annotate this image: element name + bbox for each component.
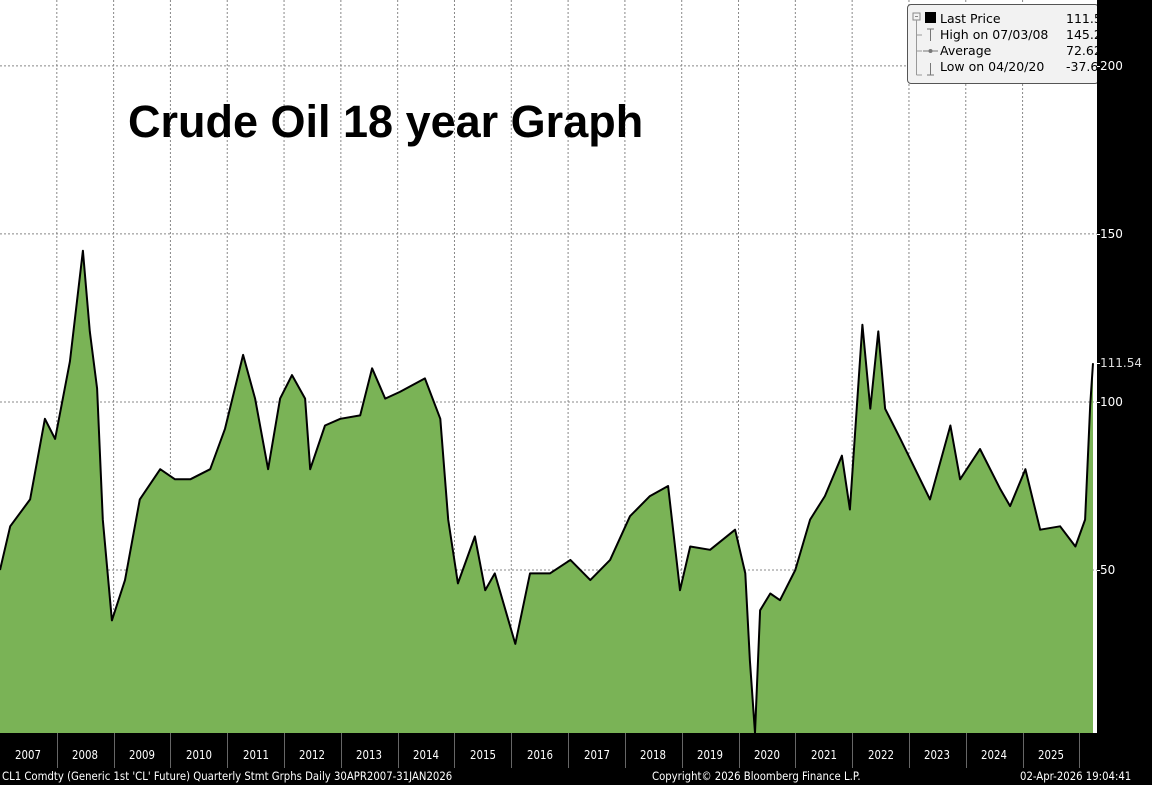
chart-title: Crude Oil 18 year Graph <box>128 96 644 147</box>
x-tick-label: 2007 <box>15 748 42 762</box>
y-tick-label: 50 <box>1096 562 1116 577</box>
x-tick-separator <box>284 733 286 768</box>
x-tick-separator <box>1022 733 1024 768</box>
x-tick-label: 2023 <box>924 748 951 762</box>
x-tick-label: 2008 <box>72 748 99 762</box>
x-tick-label: 2011 <box>242 748 269 762</box>
x-tick-separator <box>624 733 626 768</box>
legend: Last Price 111.54 High on 07/03/08 145.2… <box>907 4 1110 84</box>
x-tick-separator <box>170 733 172 768</box>
legend-label: High on 07/03/08 <box>940 27 1049 42</box>
x-tick-separator <box>454 733 456 768</box>
price-area <box>0 250 1093 733</box>
x-tick-separator <box>908 733 910 768</box>
y-tick-label: 150 <box>1097 226 1123 241</box>
legend-label: Average <box>940 43 992 58</box>
legend-tree-icon <box>912 12 938 76</box>
x-tick-separator <box>568 733 570 768</box>
x-tick-label: 2017 <box>583 748 610 762</box>
x-tick-separator <box>511 733 513 768</box>
footer-timestamp: 02-Apr-2026 19:04:41 <box>1020 769 1132 783</box>
x-tick-separator <box>681 733 683 768</box>
legend-entry-last-price: Last Price 111.54 <box>940 11 1110 27</box>
footer: CL1 Comdty (Generic 1st 'CL' Future) Qua… <box>0 768 1152 785</box>
legend-entry-average: Average 72.62 <box>940 43 1102 59</box>
x-tick-label: 2022 <box>867 748 894 762</box>
x-tick-label: 2014 <box>413 748 440 762</box>
black-square-icon <box>925 12 936 23</box>
y-tick-label: 200 <box>1097 58 1123 73</box>
x-tick-separator <box>1079 733 1081 768</box>
x-tick-label: 2019 <box>697 748 724 762</box>
legend-entry-high: High on 07/03/08 145.29 <box>940 27 1110 43</box>
x-tick-label: 2025 <box>1037 748 1064 762</box>
y-axis: 200 150 100 50 111.54 <box>1096 0 1152 733</box>
price-chart <box>0 0 1097 733</box>
x-tick-label: 2024 <box>981 748 1008 762</box>
x-tick-separator <box>738 733 740 768</box>
footer-description: CL1 Comdty (Generic 1st 'CL' Future) Qua… <box>2 769 453 783</box>
x-tick-separator <box>965 733 967 768</box>
x-tick-separator <box>795 733 797 768</box>
x-axis: 2007 2008 2009 2010 2011 2012 2013 2014 2015 2016… <box>0 733 1097 768</box>
plot-area <box>0 0 1097 733</box>
legend-label: Low on 04/20/20 <box>940 59 1045 74</box>
last-value-label: 111.54 <box>1097 356 1142 371</box>
x-tick-label: 2013 <box>356 748 383 762</box>
legend-value: -37.63 <box>1066 59 1107 74</box>
x-tick-separator <box>340 733 342 768</box>
x-tick-label: 2010 <box>185 748 212 762</box>
x-tick-separator <box>397 733 399 768</box>
x-tick-label: 2015 <box>469 748 496 762</box>
x-tick-label: 2016 <box>526 748 553 762</box>
x-tick-separator <box>56 733 58 768</box>
legend-value: 72.62 <box>1066 43 1102 58</box>
x-tick-label: 2021 <box>810 748 837 762</box>
x-tick-label: 2018 <box>640 748 667 762</box>
price-line <box>0 249 1094 733</box>
x-tick-label: 2020 <box>753 748 780 762</box>
x-tick-separator <box>227 733 229 768</box>
x-tick-separator <box>113 733 115 768</box>
x-tick-separator <box>852 733 854 768</box>
legend-label: Last Price <box>940 11 1001 26</box>
legend-entry-low: Low on 04/20/20 -37.63 <box>940 59 1106 75</box>
footer-copyright: Copyright© 2026 Bloomberg Finance L.P. <box>652 769 861 783</box>
x-tick-label: 2009 <box>129 748 155 762</box>
y-tick-label: 100 <box>1097 394 1123 409</box>
x-tick-label: 2012 <box>299 748 326 762</box>
